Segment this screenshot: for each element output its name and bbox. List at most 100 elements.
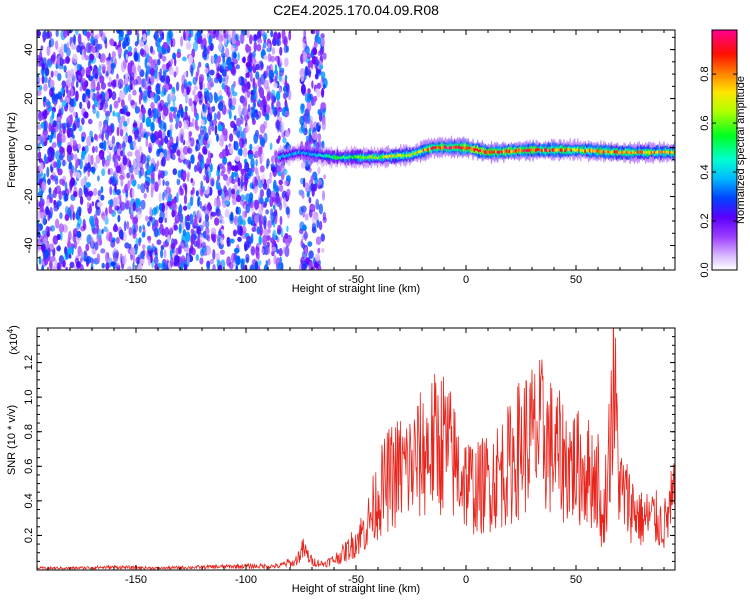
heatmap-cell-r0: [221, 77, 226, 83]
heatmap-cell-r0: [206, 261, 210, 270]
heatmap-cell-r0: [118, 46, 123, 55]
spectrogram-y-tick-label: 20: [23, 92, 35, 104]
heatmap-cell-r0: [97, 190, 102, 197]
heatmap-cell-r0: [261, 173, 266, 180]
heatmap-cell-r0: [233, 80, 236, 88]
heatmap-cell-r0: [65, 102, 69, 109]
heatmap-cell-r0: [176, 109, 181, 119]
heatmap-cell-r0: [255, 91, 258, 100]
heatmap-cell-r1: [313, 183, 318, 192]
heatmap-cell-r0: [229, 238, 235, 244]
heatmap-cell-r0: [84, 145, 89, 154]
heatmap-cell-r0: [128, 164, 134, 174]
snr-y-tick-label: 0.2: [23, 528, 35, 543]
heatmap-cell-r0: [94, 241, 99, 251]
heatmap-cell-r0: [136, 211, 142, 220]
heatmap-cell-r0: [240, 194, 246, 202]
heatmap-cell-r0: [66, 89, 72, 98]
heatmap-cell-r0: [272, 33, 278, 41]
heatmap-cell-r0: [151, 217, 156, 228]
heatmap-cell-r0: [68, 253, 72, 259]
heatmap-cell-r0: [250, 233, 254, 244]
heatmap-cell-r0: [237, 215, 243, 226]
heatmap-cell-r0: [249, 201, 254, 209]
heatmap-cell-r0: [74, 153, 78, 162]
heatmap-cell-r0: [242, 147, 248, 158]
heatmap-cell-r0: [110, 62, 116, 69]
heatmap-cell-r0: [229, 145, 234, 155]
heatmap-cell-r0: [193, 164, 198, 173]
heatmap-cell-r1: [301, 263, 307, 270]
heatmap-cell-r0: [255, 159, 258, 167]
heatmap-cell-r0: [141, 231, 146, 238]
heatmap-cell-r0: [112, 196, 118, 208]
heatmap-cell-r0: [173, 71, 177, 78]
heatmap-cell-r0: [101, 228, 104, 235]
heatmap-cell-r0: [146, 157, 150, 169]
heatmap-cell-r0: [120, 169, 125, 176]
heatmap-cell-r0: [183, 119, 186, 130]
heatmap-cell-r0: [183, 170, 187, 181]
snr-x-tick-label: 50: [570, 574, 582, 586]
heatmap-cell-r0: [46, 45, 51, 56]
heatmap-cell-r0: [247, 216, 252, 225]
heatmap-cell-r0: [201, 33, 207, 40]
heatmap-cell-r0: [195, 190, 199, 197]
heatmap-cell-r0: [267, 258, 271, 266]
heatmap-cell-r0: [119, 174, 125, 181]
spectrogram-x-tick-label: -150: [125, 274, 147, 286]
heatmap-cell-r0: [145, 138, 149, 148]
heatmap-cell-r0: [37, 76, 42, 83]
heatmap-cell-r0: [40, 244, 46, 251]
heatmap-cell-r0: [63, 30, 68, 39]
heatmap-cell-r0: [239, 137, 244, 149]
heatmap-cell-r0: [88, 118, 93, 125]
heatmap-cell-r0: [72, 210, 75, 221]
heatmap-cell-r0: [180, 36, 184, 47]
heatmap-cell-r0: [237, 52, 240, 61]
snr-plot-area: [37, 328, 675, 570]
heatmap-cell-r0: [147, 165, 152, 173]
heatmap-cell-r0: [150, 121, 155, 132]
heatmap-cell-r0: [148, 56, 153, 64]
heatmap-cell-r0: [100, 194, 105, 201]
heatmap-cell-r1: [307, 241, 313, 247]
heatmap-cell-r0: [50, 174, 54, 180]
heatmap-cell-r0: [92, 107, 97, 114]
heatmap-cell-r0: [183, 264, 188, 270]
heatmap-cell-r0: [271, 47, 275, 55]
heatmap-cell-r0: [108, 76, 112, 83]
heatmap-cell-r1: [312, 47, 318, 56]
heatmap-cell-r0: [264, 197, 269, 203]
heatmap-cell-r0: [67, 246, 73, 255]
heatmap-cell-r0: [59, 212, 63, 220]
heatmap-cell-r0: [249, 71, 253, 83]
heatmap-cell-r1: [311, 98, 316, 106]
heatmap-cell-r0: [130, 212, 134, 220]
heatmap-cell-r0: [107, 257, 113, 263]
heatmap-cell-r0: [265, 209, 269, 215]
heatmap-cell-r0: [79, 257, 83, 263]
heatmap-cell-r1: [304, 246, 308, 255]
heatmap-cell-r0: [193, 41, 198, 52]
heatmap-cell-r0: [154, 247, 157, 256]
heatmap-cell-r0: [46, 166, 50, 178]
heatmap-cell-r0: [159, 152, 164, 159]
heatmap-cell-r0: [234, 165, 239, 172]
heatmap-cell-r0: [218, 151, 225, 159]
heatmap-cell-r0: [257, 260, 262, 266]
heatmap-cell-r0: [179, 154, 186, 160]
heatmap-cell-r0: [168, 112, 173, 121]
heatmap-cell-r0: [247, 54, 253, 64]
heatmap-cell-r0: [249, 169, 254, 177]
heatmap-cell-r0: [211, 179, 215, 187]
heatmap-cell-r0: [263, 227, 269, 236]
heatmap-cell-r0: [251, 226, 257, 232]
heatmap-cell-r0: [150, 75, 155, 84]
heatmap-cell-r0: [204, 132, 209, 142]
heatmap-cell-r0: [62, 65, 68, 71]
heatmap-cell-r0: [59, 95, 63, 103]
heatmap-cell-r0: [154, 30, 158, 41]
heatmap-cell-r0: [116, 126, 120, 137]
